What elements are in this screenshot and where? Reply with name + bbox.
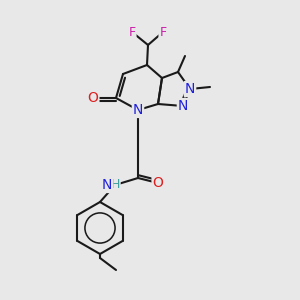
- Text: F: F: [128, 26, 136, 38]
- Text: O: O: [88, 91, 98, 105]
- Text: N: N: [102, 178, 112, 192]
- Text: N: N: [185, 82, 195, 96]
- Text: N: N: [178, 99, 188, 113]
- Text: H: H: [110, 178, 120, 191]
- Text: N: N: [133, 103, 143, 117]
- Text: O: O: [153, 176, 164, 190]
- Text: F: F: [159, 26, 167, 38]
